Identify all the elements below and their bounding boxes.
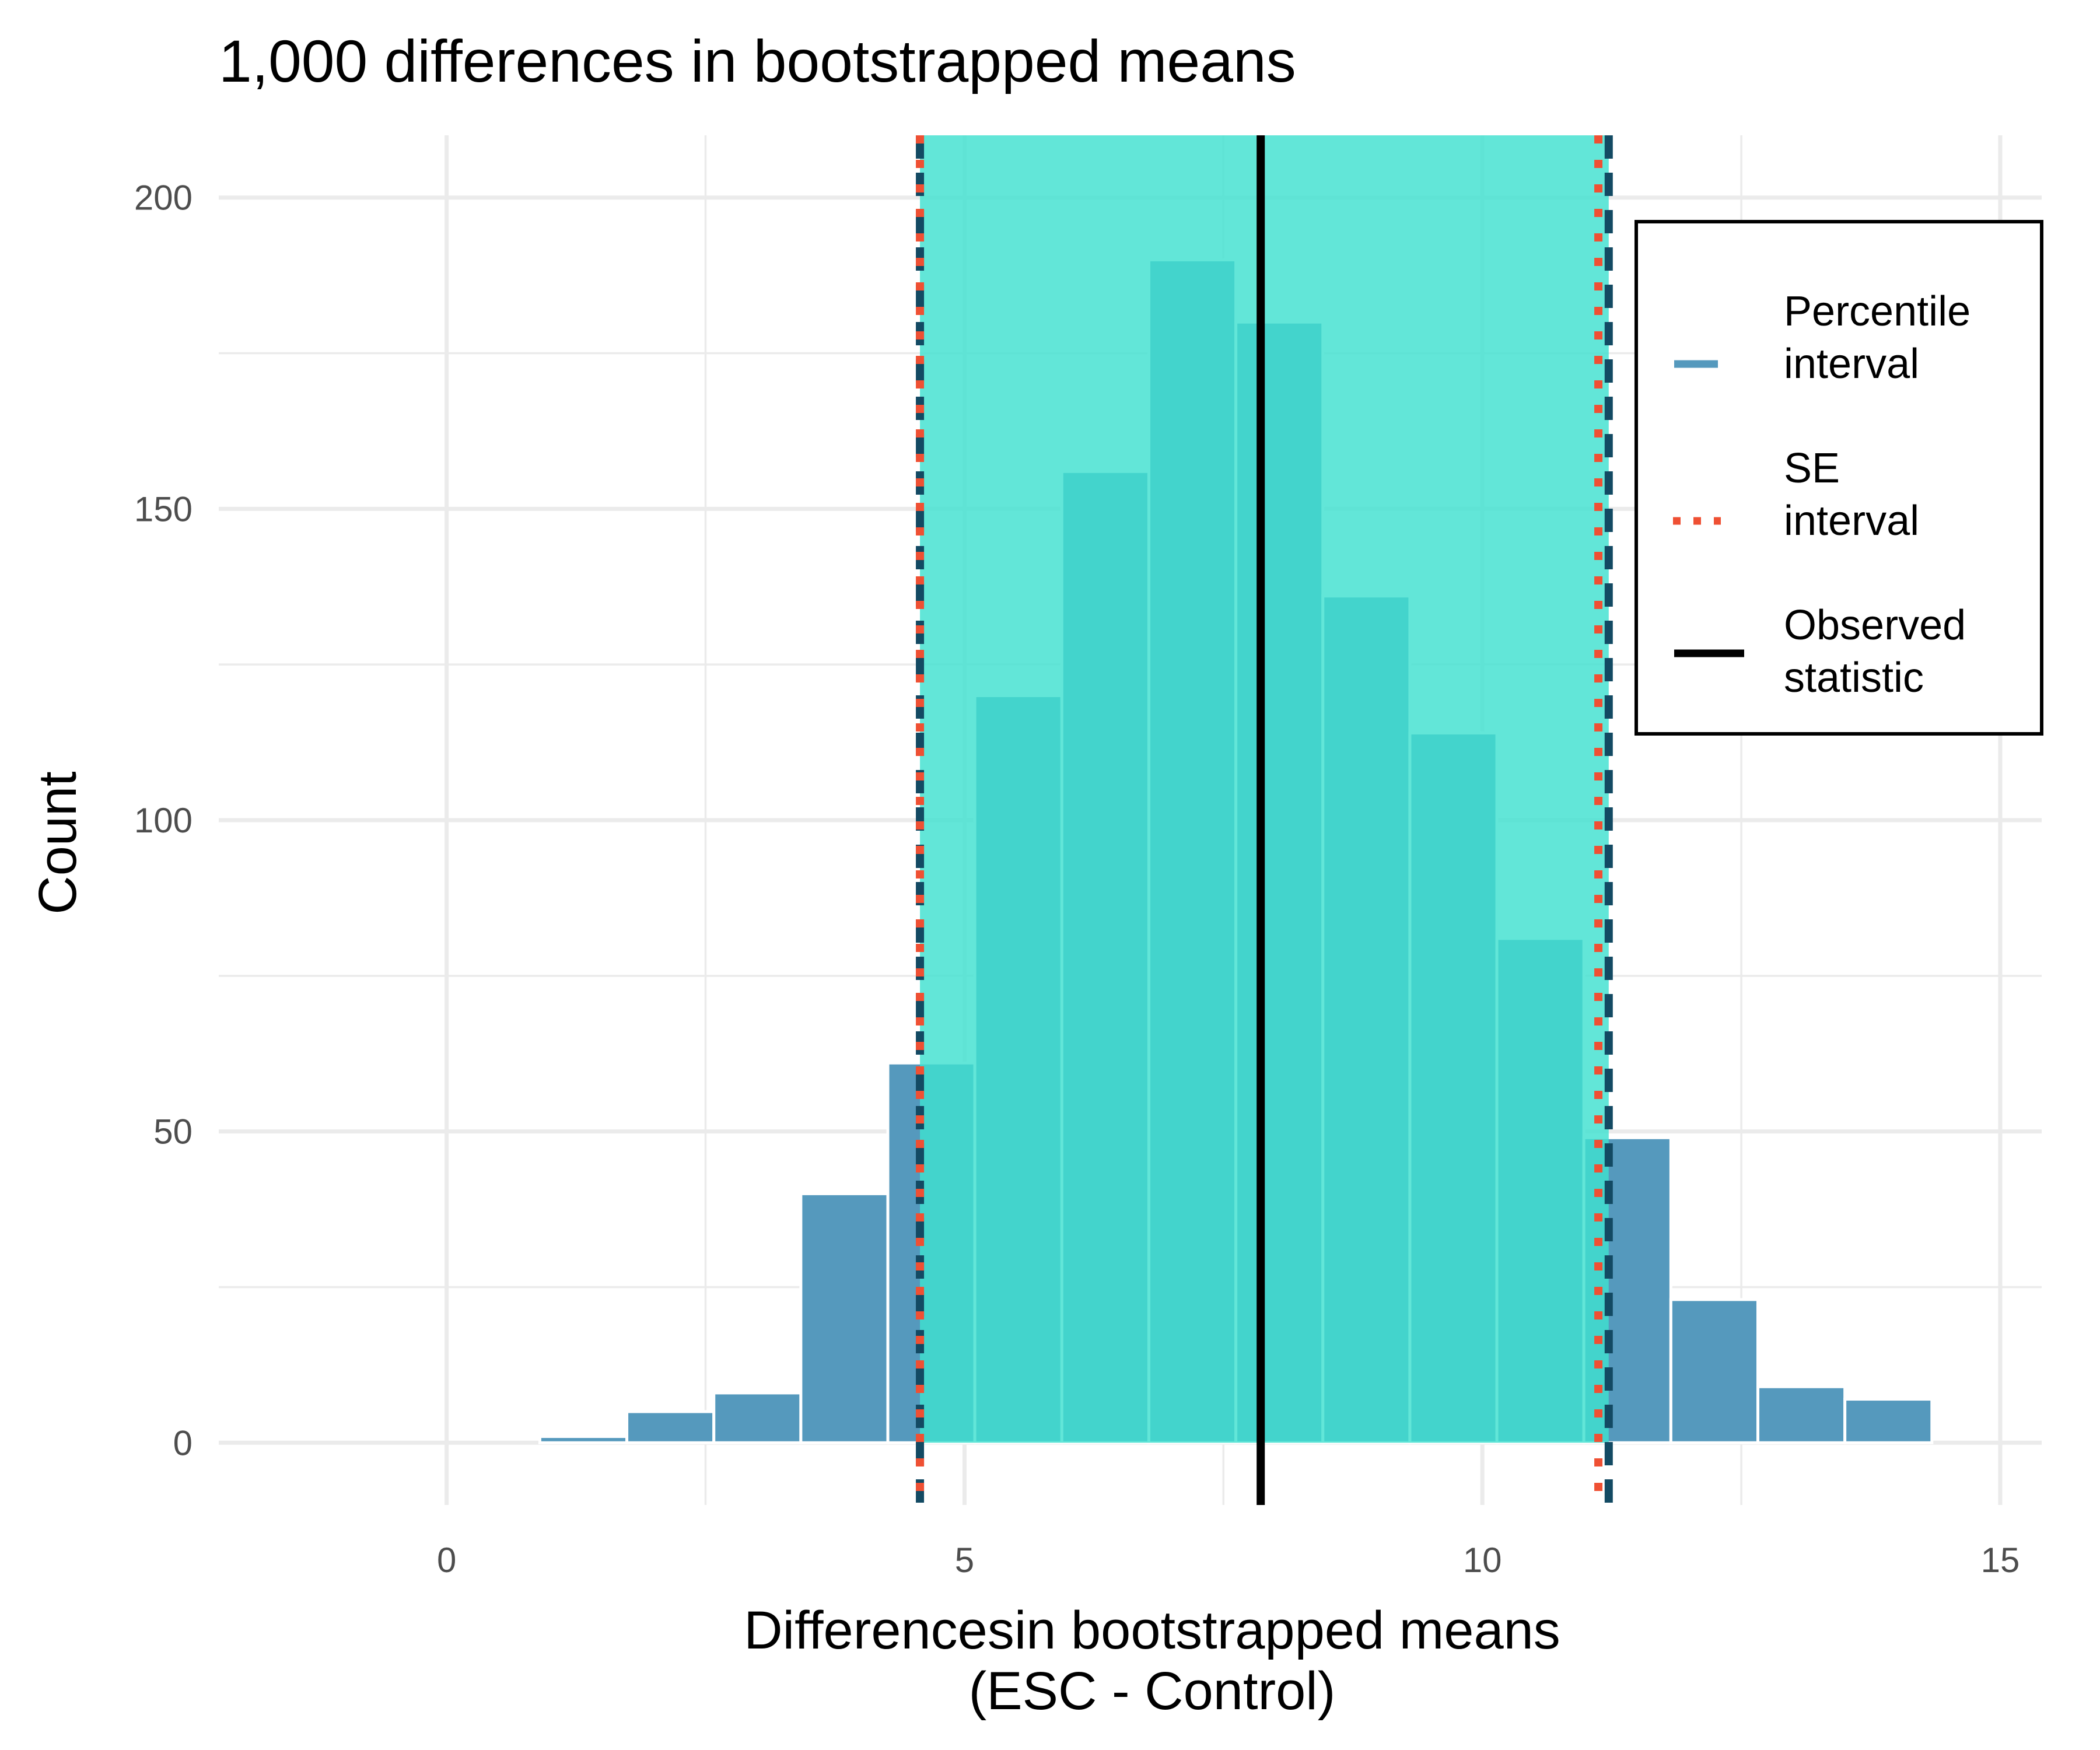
legend: Percentile interval SE interval Observed… [1634,220,2043,736]
y-tick-label: 150 [134,489,192,528]
y-tick-label: 200 [134,178,192,218]
y-tick-label: 100 [134,801,192,840]
histogram-bar [538,1435,629,1444]
y-tick-label: 50 [153,1112,192,1152]
interval-lines [916,135,1613,1505]
legend-percentile-line2: interval [1784,341,1919,387]
histogram-bar [712,1391,803,1444]
legend-se-line2: interval [1784,498,1919,544]
legend-box [1634,220,2043,736]
legend-se-line1: SE [1784,445,1840,492]
x-tick-label: 0 [437,1541,456,1580]
histogram-bar [1669,1298,1759,1444]
x-axis-title-line2: (ESC - Control) [969,1661,1336,1721]
legend-observed-line1: Observed [1784,602,1966,649]
y-tick-label: 0 [173,1423,192,1462]
chart-title: 1,000 differences in bootstrapped means [219,28,1296,94]
y-axis-title: Count [28,771,88,915]
legend-observed-line2: statistic [1784,654,1924,701]
x-tick-label: 15 [1981,1541,2020,1580]
x-tick-label: 10 [1463,1541,1502,1580]
x-axis-title: Differencesin bootstrapped means [744,1601,1560,1660]
legend-percentile-line1: Percentile [1784,288,1971,335]
histogram-bar [799,1192,890,1444]
histogram-bar [1756,1385,1847,1444]
histogram-bar [625,1410,716,1444]
x-tick-label: 5 [955,1541,974,1580]
histogram-bar [1843,1398,1934,1444]
